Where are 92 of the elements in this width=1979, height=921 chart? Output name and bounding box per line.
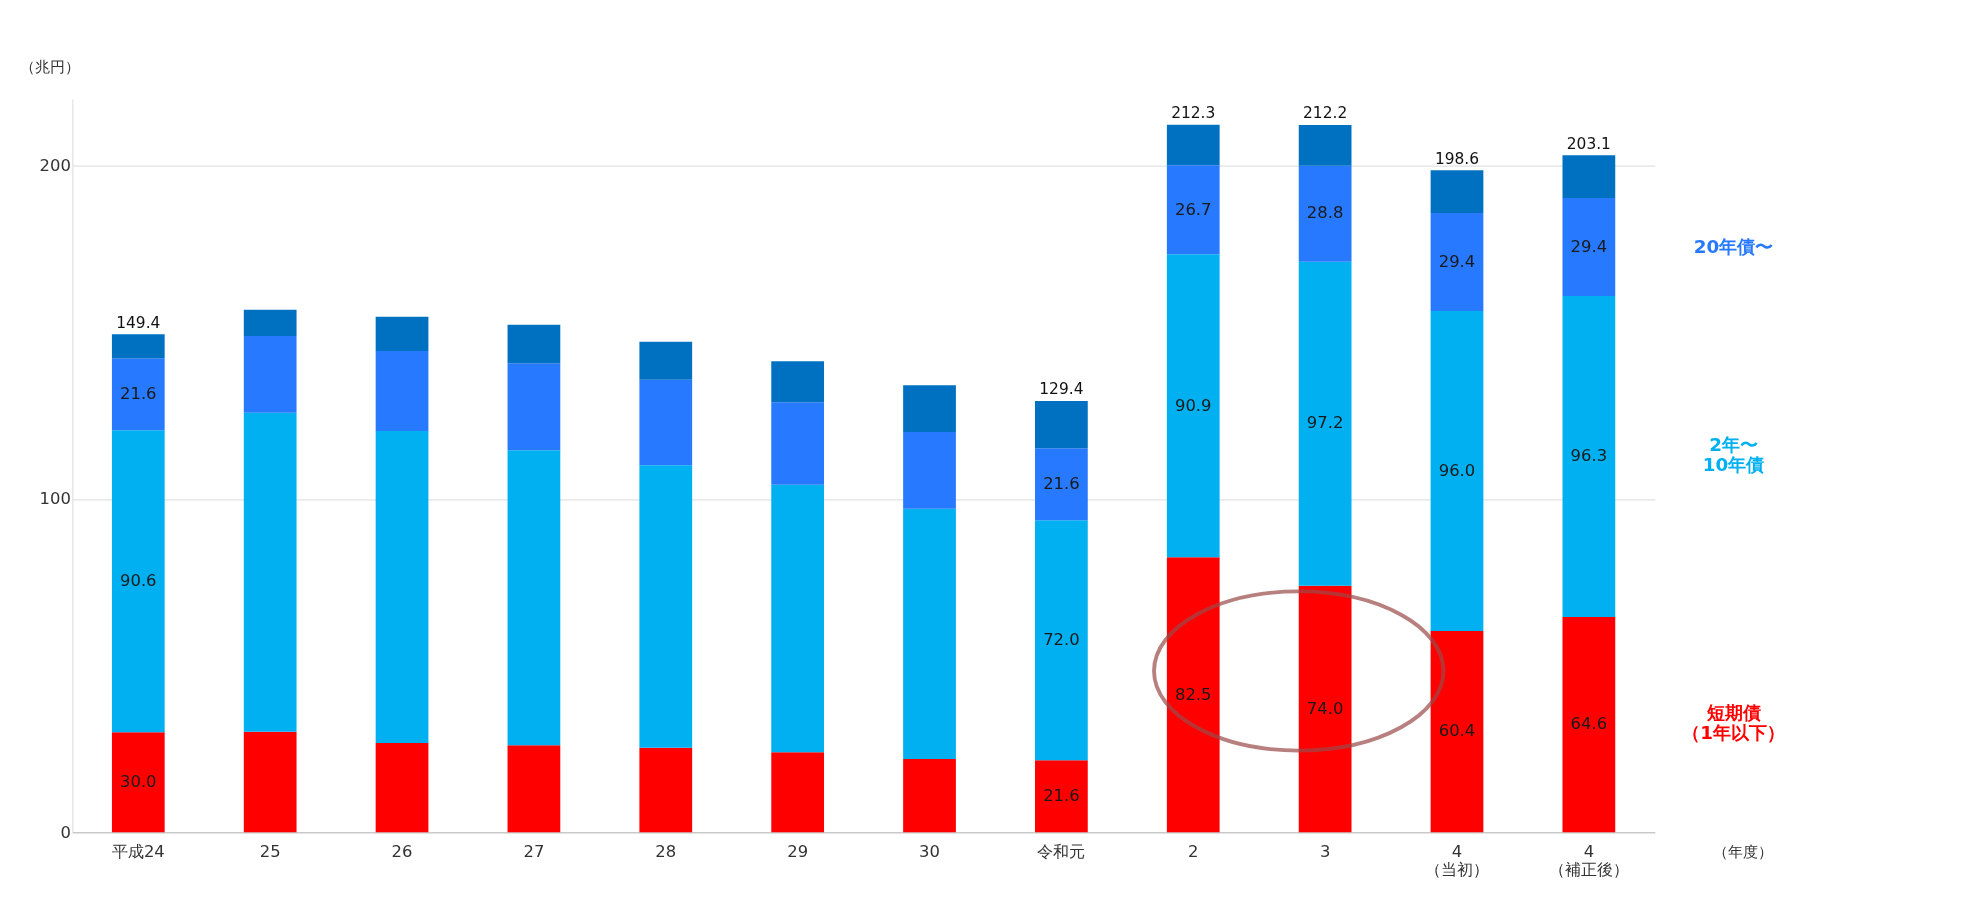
data-label: 97.2	[1306, 413, 1344, 433]
x-tick-label: 4 （当初）	[1424, 841, 1489, 880]
x-tick-label: 28	[655, 841, 677, 861]
data-label: 96.0	[1438, 460, 1476, 480]
data-label: 29.4	[1570, 236, 1608, 256]
bar	[1035, 760, 1088, 833]
data-label: 74.0	[1306, 698, 1344, 718]
bar	[375, 431, 429, 743]
bar	[1035, 401, 1088, 449]
data-label: 60.4	[1438, 721, 1476, 741]
bar	[375, 742, 429, 833]
total-label: 212.3	[1171, 103, 1216, 122]
data-label: 72.0	[1043, 630, 1080, 650]
total-label: 203.1	[1566, 134, 1611, 153]
x-tick-label: 29	[787, 841, 809, 861]
bar	[1035, 520, 1088, 761]
bar	[1430, 631, 1484, 833]
x-tick-label: 27	[523, 841, 545, 861]
bar	[507, 363, 561, 451]
bar	[903, 758, 956, 833]
bar	[1166, 254, 1220, 558]
bar	[111, 732, 165, 833]
data-label: 26.7	[1175, 199, 1212, 219]
bar	[1166, 165, 1220, 255]
data-label: 96.3	[1570, 446, 1608, 466]
bar	[1166, 557, 1220, 833]
bar	[1562, 296, 1616, 617]
x-tick-label: 3	[1319, 841, 1331, 861]
data-label: 90.9	[1175, 395, 1212, 415]
bar	[771, 402, 825, 485]
bar	[639, 747, 693, 833]
bar	[1562, 617, 1616, 833]
bar	[507, 745, 561, 833]
x-axis-title: （年度）	[1713, 842, 1774, 861]
bar	[1430, 170, 1484, 213]
bar	[1562, 198, 1616, 296]
data-label: 21.6	[1043, 474, 1080, 494]
bar	[111, 358, 165, 431]
total-label: 198.6	[1434, 149, 1480, 168]
bar	[1298, 165, 1352, 262]
bar	[243, 412, 297, 732]
data-label: 64.6	[1570, 714, 1608, 734]
data-label: 21.6	[1043, 786, 1080, 806]
data-label: 21.6	[120, 384, 157, 404]
y-tick-label: 0	[60, 822, 71, 842]
data-label: 29.4	[1438, 251, 1476, 271]
bar	[1035, 448, 1088, 521]
total-label: 149.4	[116, 313, 161, 332]
bar	[111, 334, 165, 359]
bar	[375, 351, 429, 431]
bar	[639, 379, 693, 466]
data-label: 30.0	[120, 772, 157, 792]
x-tick-label: 4 （補正後）	[1548, 841, 1629, 880]
bar	[771, 752, 825, 833]
y-axis-title: （兆円）	[19, 58, 80, 77]
bar	[903, 508, 956, 759]
bar	[1430, 311, 1484, 631]
total-label: 129.4	[1039, 380, 1084, 399]
bar	[507, 324, 561, 364]
x-tick-label: 26	[391, 841, 413, 861]
bar	[903, 385, 956, 432]
bar	[1430, 213, 1484, 311]
bar	[771, 484, 825, 753]
bar	[1562, 155, 1616, 198]
x-tick-label: 平成24	[111, 841, 165, 861]
bar	[111, 430, 165, 733]
x-tick-label: 30	[919, 841, 940, 861]
bar	[903, 432, 956, 509]
bar	[771, 361, 825, 403]
bar	[243, 731, 297, 833]
bar	[1298, 261, 1352, 586]
data-label: 90.6	[120, 571, 157, 591]
bar	[1298, 585, 1352, 833]
bar	[1298, 125, 1352, 166]
y-tick-label: 100	[39, 489, 71, 509]
x-tick-label: 2	[1188, 841, 1199, 861]
bar	[639, 465, 693, 748]
text: 20年債〜	[1693, 235, 1774, 257]
x-tick-label: 25	[259, 841, 281, 861]
text: 短期債（1年以下）	[1682, 701, 1785, 744]
bar	[507, 450, 561, 746]
total-label: 212.2	[1303, 104, 1348, 123]
text: 2年〜10年債	[1702, 433, 1765, 475]
bar	[639, 341, 693, 380]
bar	[243, 336, 297, 413]
x-tick-label: 令和元	[1037, 841, 1086, 861]
bar	[243, 309, 297, 336]
data-label: 28.8	[1306, 203, 1344, 223]
y-tick-label: 200	[39, 155, 71, 175]
bar	[1166, 124, 1220, 166]
data-label: 82.5	[1175, 684, 1212, 704]
bar	[375, 316, 429, 351]
